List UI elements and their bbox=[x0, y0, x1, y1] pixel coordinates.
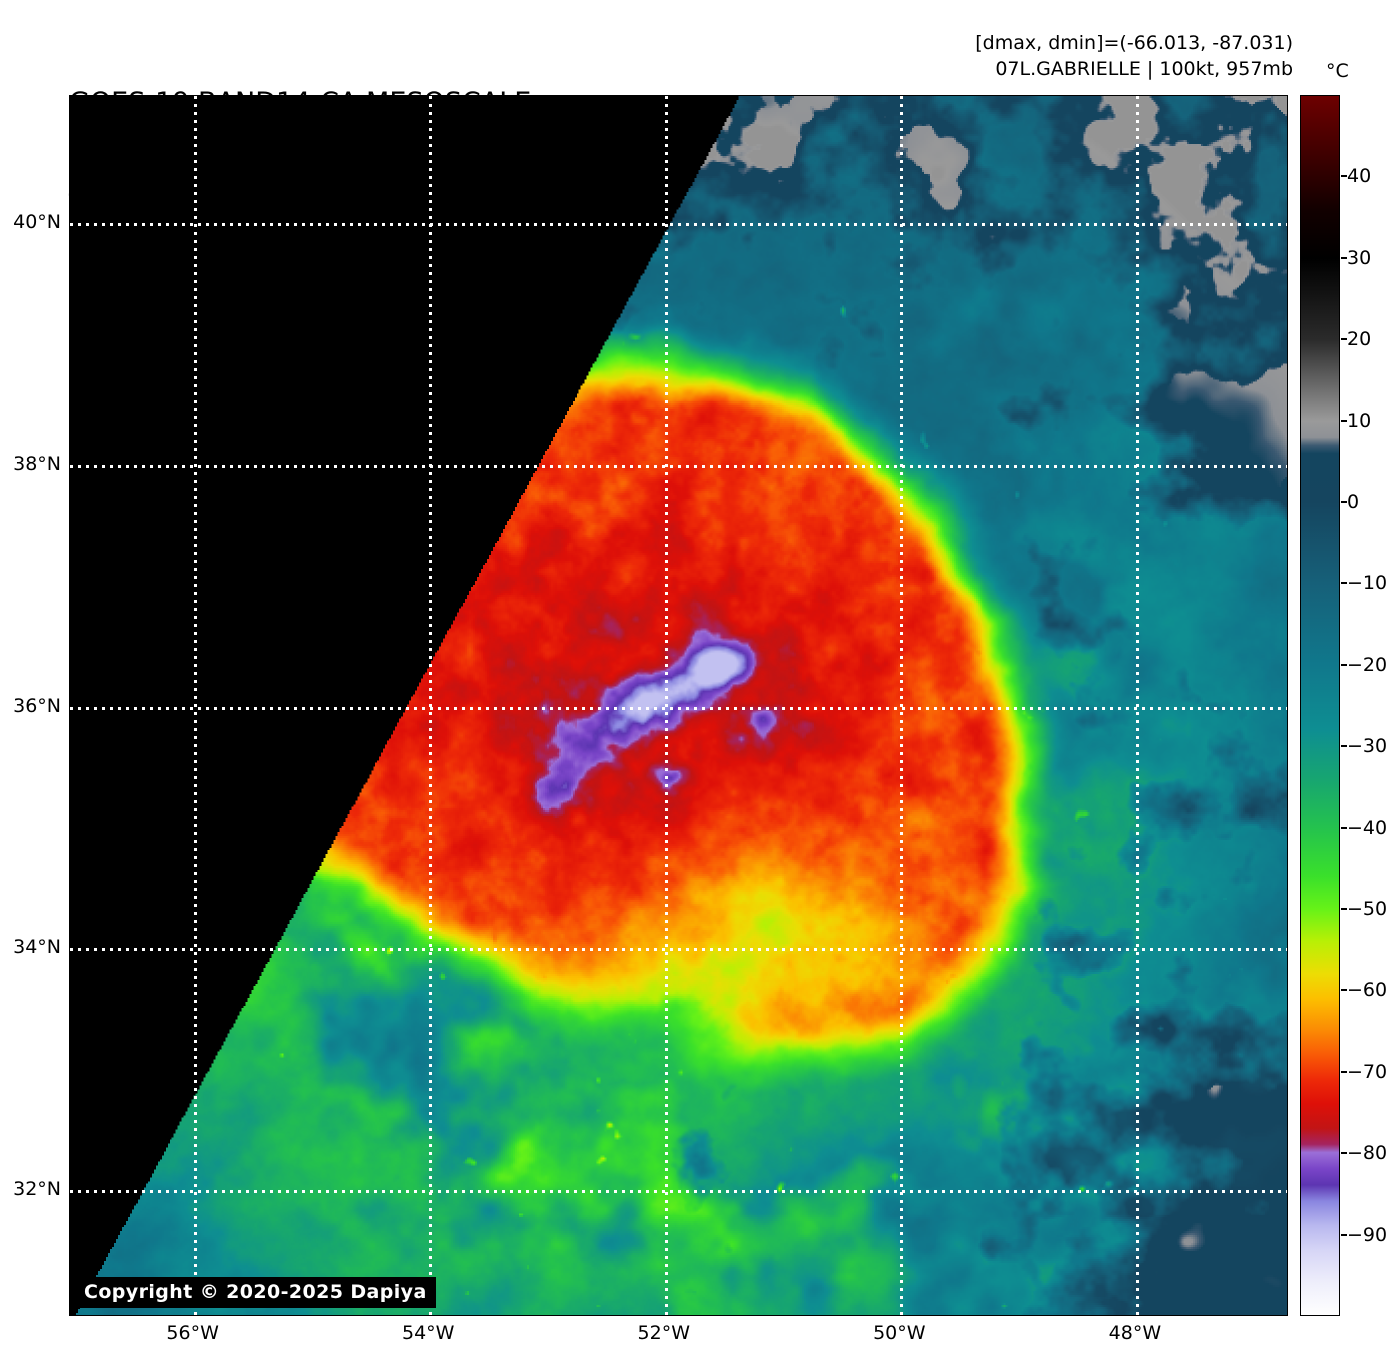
colorbar-tick-label: 30 bbox=[1347, 246, 1372, 269]
y-axis-tick-label: 32°N bbox=[13, 1178, 61, 1201]
y-axis-tick-label: 34°N bbox=[13, 936, 61, 959]
satellite-image-plot[interactable]: Copyright © 2020-2025 Dapiya bbox=[69, 95, 1288, 1316]
storm-info-readout: 07L.GABRIELLE | 100kt, 957mb bbox=[995, 58, 1293, 80]
colorbar-tick-mark bbox=[1341, 663, 1347, 666]
x-axis-tick-label: 48°W bbox=[1108, 1322, 1162, 1344]
colorbar-tick-mark bbox=[1341, 908, 1347, 910]
colorbar-tick-mark bbox=[1341, 338, 1347, 341]
colorbar-tick-label: −10 bbox=[1347, 572, 1388, 595]
metadata-block: [dmax, dmin]=(-66.013, -87.031) 07L.GABR… bbox=[975, 30, 1293, 82]
colorbar-tick-label: −30 bbox=[1347, 735, 1388, 758]
colorbar-tick-label: 0 bbox=[1347, 491, 1360, 513]
colorbar-gradient bbox=[1301, 96, 1339, 1315]
colorbar-tick-label: −40 bbox=[1347, 816, 1388, 839]
satellite-imagery-canvas bbox=[70, 96, 1287, 1315]
colorbar-tick-mark bbox=[1341, 1070, 1347, 1073]
colorbar-tick-label: −70 bbox=[1347, 1060, 1388, 1083]
colorbar-tick-mark bbox=[1341, 1152, 1347, 1155]
colorbar-tick-mark bbox=[1341, 501, 1347, 503]
x-axis-tick-label: 54°W bbox=[401, 1322, 455, 1344]
colorbar-tick-mark bbox=[1341, 175, 1347, 178]
y-axis-tick-label: 40°N bbox=[13, 210, 61, 233]
x-axis-tick-label: 50°W bbox=[873, 1322, 926, 1344]
y-axis-tick-label: 38°N bbox=[13, 452, 61, 475]
colorbar-tick-label: −80 bbox=[1347, 1142, 1388, 1165]
colorbar-tick-label: −60 bbox=[1347, 979, 1388, 1002]
dmax-dmin-readout: [dmax, dmin]=(-66.013, -87.031) bbox=[975, 32, 1293, 54]
y-axis-tick-label: 36°N bbox=[13, 694, 61, 717]
colorbar-tick-mark bbox=[1341, 582, 1347, 585]
colorbar-tick-mark bbox=[1341, 256, 1347, 259]
x-axis-tick-label: 56°W bbox=[166, 1322, 219, 1344]
colorbar-tick-label: 20 bbox=[1347, 328, 1372, 351]
colorbar-tick-label: −90 bbox=[1347, 1223, 1388, 1246]
colorbar-tick-label: 10 bbox=[1347, 409, 1372, 432]
colorbar[interactable] bbox=[1300, 95, 1340, 1316]
colorbar-tick-label: −50 bbox=[1347, 898, 1388, 920]
copyright-watermark: Copyright © 2020-2025 Dapiya bbox=[75, 1277, 436, 1308]
colorbar-tick-label: −20 bbox=[1347, 653, 1388, 676]
colorbar-tick-mark bbox=[1341, 1233, 1347, 1236]
x-axis-tick-label: 52°W bbox=[637, 1322, 690, 1344]
colorbar-tick-mark bbox=[1341, 826, 1347, 829]
colorbar-tick-mark bbox=[1341, 745, 1347, 748]
colorbar-tick-label: 40 bbox=[1347, 165, 1372, 188]
colorbar-tick-mark bbox=[1341, 989, 1347, 992]
colorbar-tick-mark bbox=[1341, 419, 1347, 422]
colorbar-unit-label: °C bbox=[1326, 60, 1349, 82]
